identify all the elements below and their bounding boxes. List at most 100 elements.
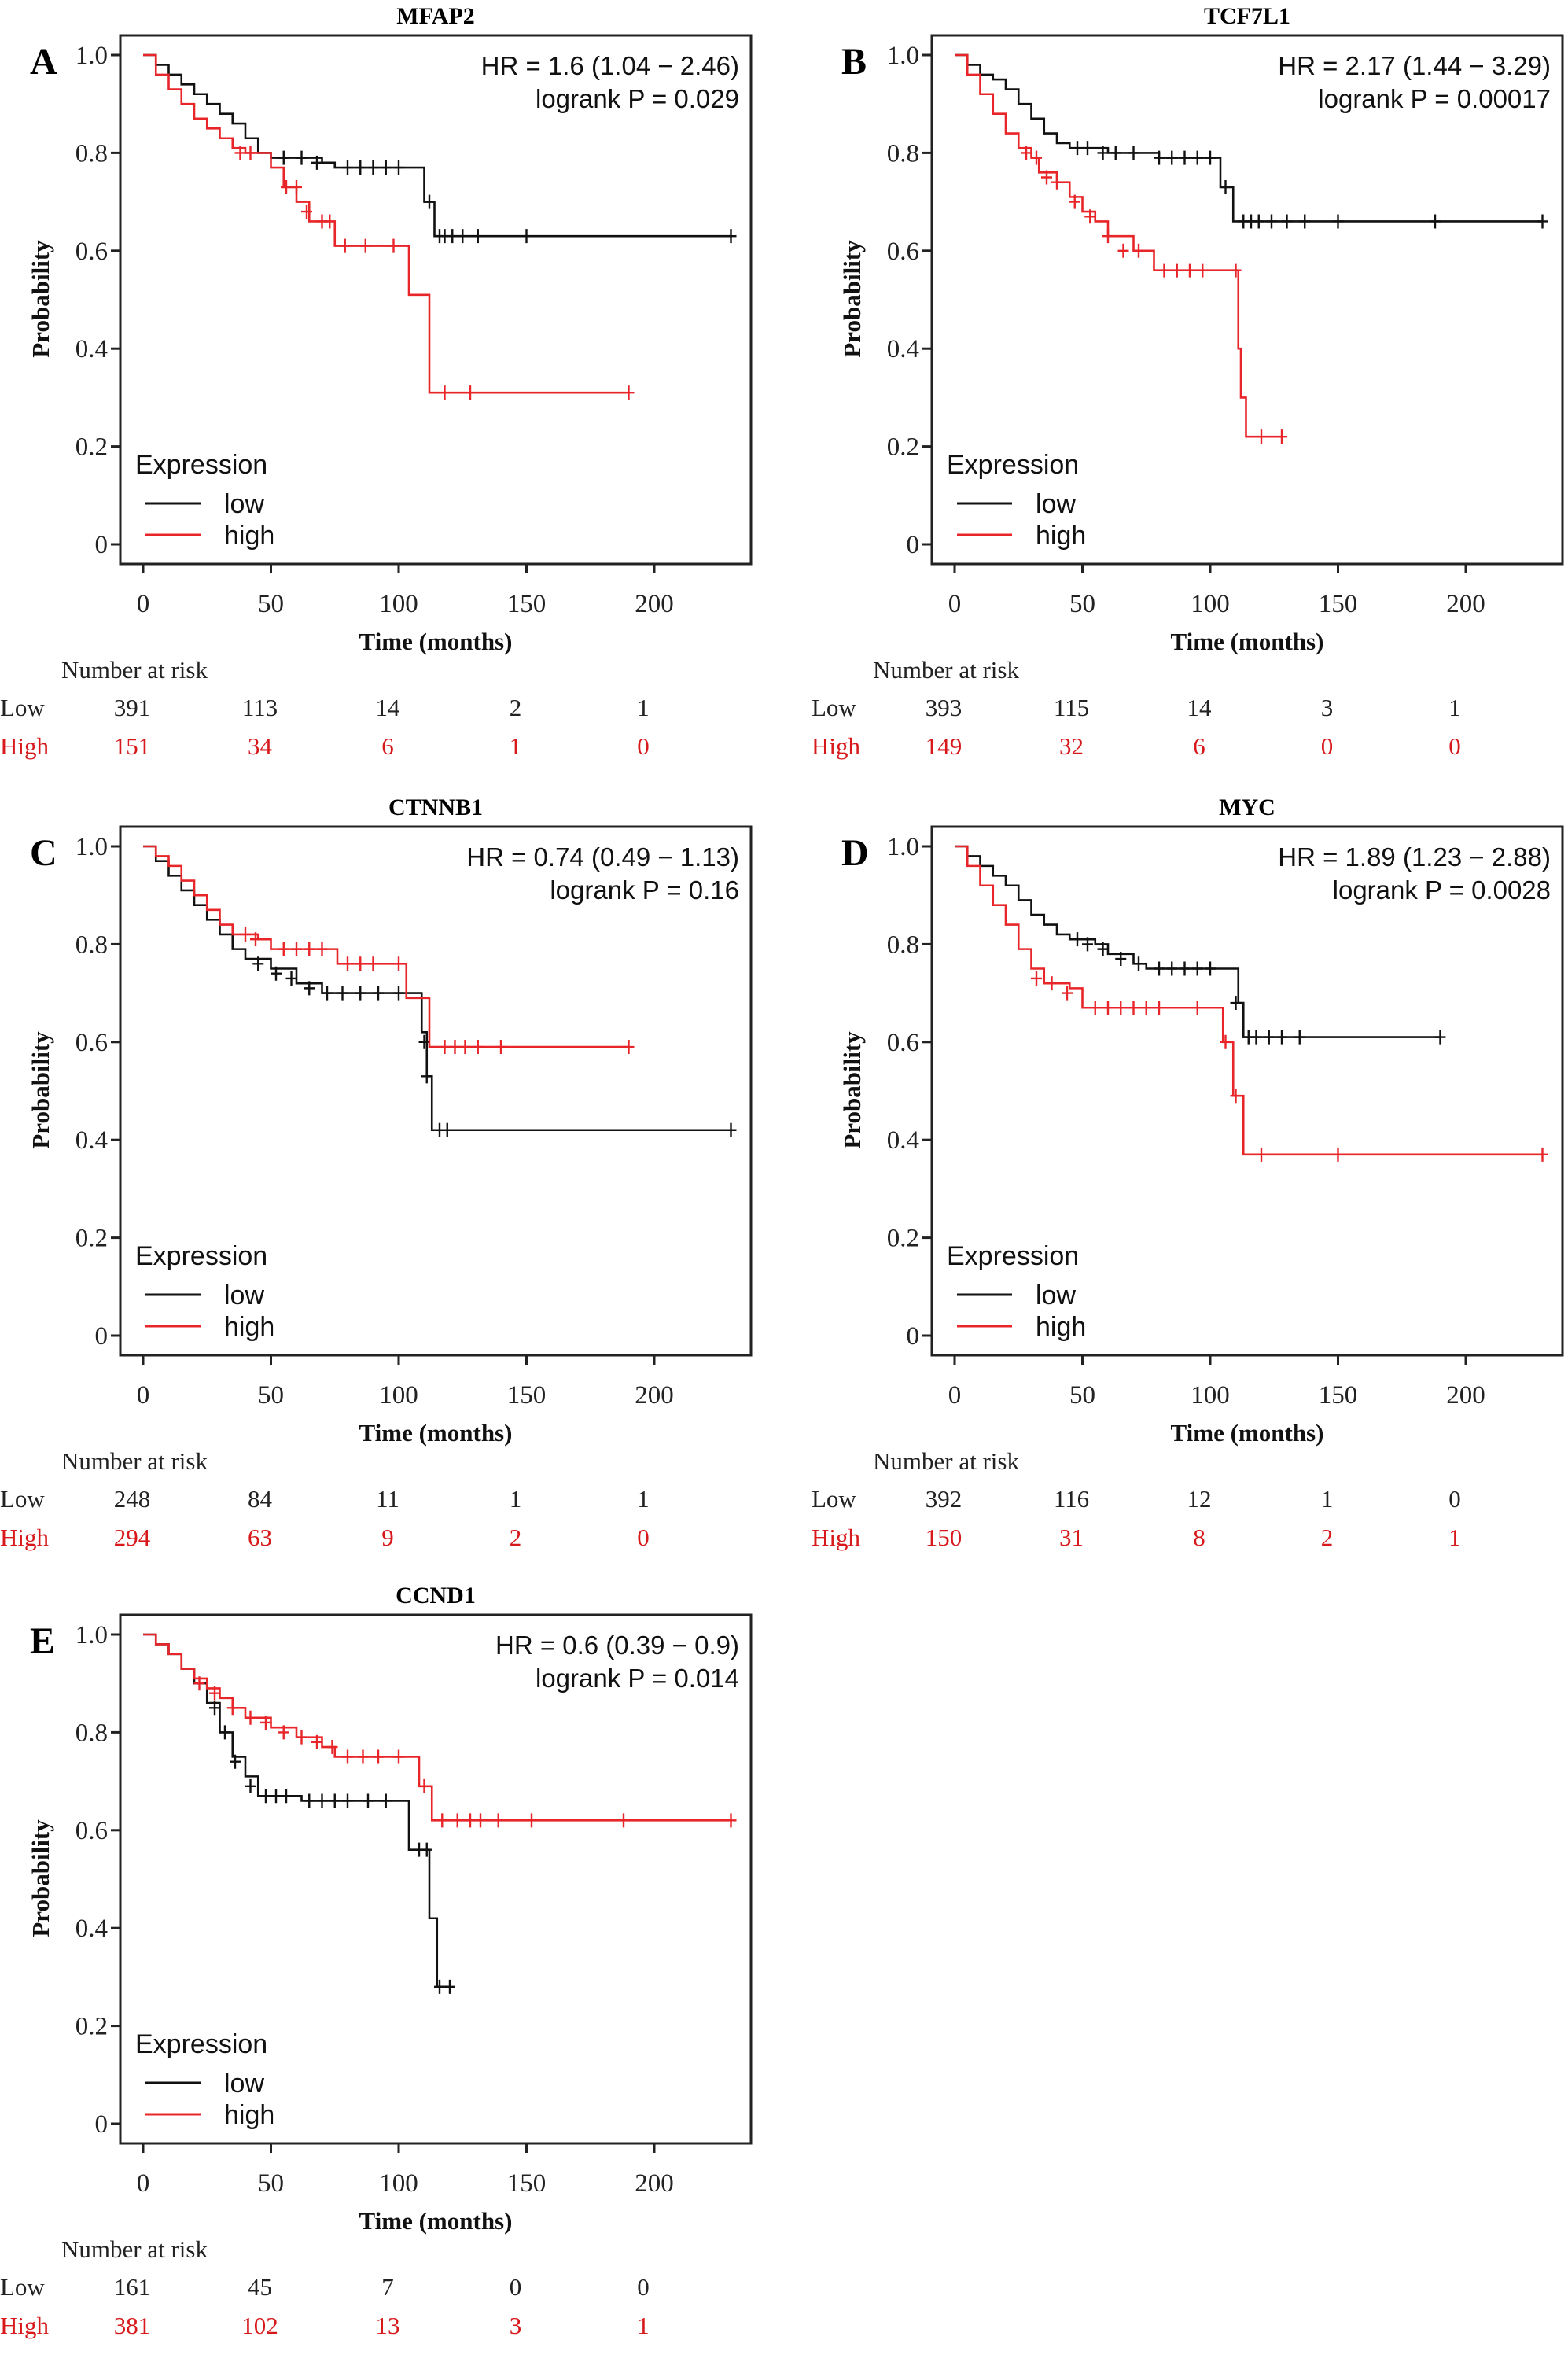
plot-frame: [119, 34, 753, 566]
risk-row-label-low: Low: [812, 1485, 856, 1513]
y-tick-label: 0.4: [75, 1915, 108, 1943]
y-tick-label: 1.0: [887, 833, 919, 861]
censor-mark-high: [324, 214, 336, 229]
y-tick-label: 0.4: [75, 1126, 108, 1155]
risk-count-low: 393: [926, 694, 963, 721]
gene-title: MYC: [1219, 794, 1275, 820]
panel-letter: D: [841, 832, 869, 874]
y-tick-label: 0.6: [75, 1817, 108, 1845]
x-tick-label: 200: [635, 590, 674, 618]
censor-mark-high: [245, 1710, 256, 1725]
hazard-ratio-text: HR = 0.74 (0.49 − 1.13): [466, 842, 739, 872]
censor-mark-high: [342, 956, 353, 971]
censor-mark-high: [245, 146, 256, 160]
x-tick-label: 0: [137, 2169, 150, 2198]
censor-mark-low: [1332, 214, 1344, 229]
logrank-p-text: logrank P = 0.16: [550, 875, 739, 905]
censor-mark-high: [226, 1701, 238, 1716]
risk-row-label-low: Low: [0, 694, 45, 721]
censor-mark-high: [1089, 1001, 1101, 1015]
censor-mark-low: [1166, 150, 1178, 165]
censor-mark-low: [342, 1793, 353, 1808]
risk-row-label-low: Low: [0, 1485, 45, 1513]
censor-mark-high: [1051, 175, 1062, 190]
censor-mark-high: [436, 1813, 448, 1828]
censor-mark-low: [434, 1979, 445, 1994]
risk-count-low: 2: [510, 694, 522, 721]
x-tick-label: 100: [379, 590, 418, 618]
censor-mark-high: [373, 1749, 384, 1764]
censor-mark-high: [1256, 429, 1267, 444]
censor-mark-low: [342, 160, 353, 175]
censor-mark-high: [1332, 1147, 1344, 1162]
censor-mark-high: [1171, 263, 1183, 278]
censor-mark-low: [1434, 1030, 1446, 1045]
risk-count-low: 45: [248, 2273, 272, 2301]
censor-mark-low: [355, 160, 366, 175]
risk-row-label-high: High: [812, 1524, 861, 1551]
censor-mark-low: [1263, 1030, 1275, 1045]
censor-mark-high: [1062, 986, 1073, 1001]
censor-mark-low: [1154, 961, 1165, 976]
censor-mark-low: [1299, 214, 1311, 229]
y-axis-title: Probability: [838, 240, 866, 358]
censor-mark-high: [193, 1676, 205, 1691]
risk-table-title: Number at risk: [61, 656, 208, 684]
censor-mark-low: [725, 1122, 737, 1137]
censor-mark-high: [1031, 971, 1042, 986]
risk-count-low: 14: [376, 694, 401, 721]
censor-mark-low: [1072, 932, 1083, 947]
y-tick-label: 1.0: [75, 42, 108, 70]
risk-row-label-high: High: [812, 732, 861, 760]
risk-count-high: 1: [637, 2312, 650, 2339]
censor-mark-high: [1140, 1001, 1152, 1015]
censor-mark-high: [1256, 1147, 1267, 1162]
censor-mark-high: [260, 1715, 271, 1730]
y-tick-label: 0.8: [75, 139, 108, 168]
censor-mark-high: [465, 1813, 476, 1828]
legend-title: Expression: [135, 450, 267, 480]
censor-mark-high: [1046, 976, 1058, 991]
censor-mark-high: [393, 956, 404, 971]
censor-mark-low: [260, 1789, 271, 1804]
plot-frame: [119, 825, 753, 1357]
censor-mark-high: [281, 179, 292, 194]
legend-label-low: low: [224, 2069, 264, 2099]
censor-mark-low: [355, 986, 366, 1001]
y-tick-label: 0.6: [75, 238, 108, 266]
x-tick-label: 50: [1069, 1381, 1095, 1410]
censor-mark-low: [1133, 956, 1144, 971]
censor-mark-high: [1191, 1001, 1203, 1015]
risk-count-low: 14: [1187, 694, 1213, 721]
censor-mark-high: [451, 1813, 463, 1828]
legend-label-low: low: [1036, 1281, 1076, 1310]
x-axis-title: Time (months): [1171, 1419, 1324, 1447]
censor-mark-high: [618, 1813, 629, 1828]
censor-mark-high: [367, 956, 379, 971]
censor-mark-high: [296, 1730, 307, 1745]
censor-mark-high: [240, 927, 251, 942]
censor-mark-high: [1021, 146, 1032, 160]
censor-mark-low: [521, 229, 532, 244]
y-tick-label: 0.2: [887, 433, 919, 462]
risk-count-high: 102: [241, 2312, 278, 2339]
gene-title: CTNNB1: [388, 794, 483, 820]
censor-mark-high: [725, 1813, 737, 1828]
censor-mark-high: [623, 385, 635, 400]
censor-mark-high: [339, 238, 351, 253]
censor-mark-low: [373, 986, 384, 1001]
y-tick-label: 0: [95, 1322, 109, 1351]
x-tick-label: 0: [948, 1381, 962, 1410]
censor-mark-low: [1154, 150, 1165, 165]
hazard-ratio-text: HR = 0.6 (0.39 − 0.9): [495, 1631, 739, 1660]
censor-mark-low: [1166, 961, 1178, 976]
km-panel-b: TCF7L1 B 0 0.2 0.4 0.6 0.8 1.0 0 50 100 150 200 Time …: [812, 0, 1568, 787]
y-axis-title: Probability: [27, 1031, 54, 1149]
x-tick-label: 100: [379, 2169, 418, 2198]
y-tick-label: 0.2: [75, 433, 108, 462]
censor-mark-low: [1276, 1030, 1287, 1045]
survival-curve-low: [143, 1633, 450, 1988]
censor-mark-low: [278, 150, 289, 165]
censor-mark-low: [1128, 146, 1139, 160]
survival-curve-low: [143, 53, 731, 238]
